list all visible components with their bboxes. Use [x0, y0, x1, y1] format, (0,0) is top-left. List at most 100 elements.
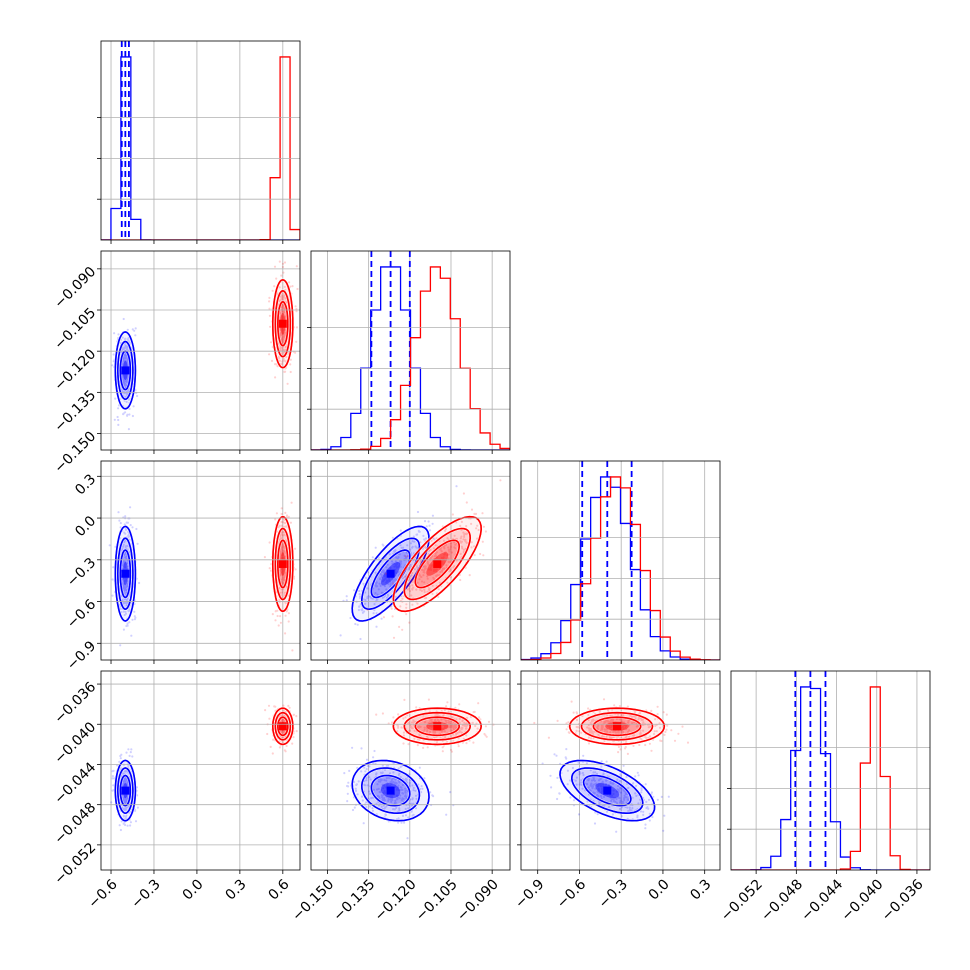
x-tick-label: −0.090: [454, 876, 502, 924]
x-tick-label: −0.3: [596, 876, 631, 911]
panel-3-1: −0.150−0.135−0.120−0.105−0.090: [289, 670, 511, 924]
panel-plot-area: [533, 698, 690, 833]
contour-line: [276, 716, 289, 737]
contour-line: [114, 331, 137, 410]
panel-plot-area: [521, 461, 720, 660]
x-tick-label: −0.044: [798, 876, 846, 924]
contour-line: [592, 716, 642, 737]
contour-line: [370, 774, 411, 807]
y-tick-label: −0.105: [51, 305, 99, 353]
contour-line: [568, 707, 666, 746]
density-peak: [603, 786, 612, 795]
contour-line: [119, 350, 132, 391]
contour-line: [582, 774, 632, 807]
y-tick-label: 0.3: [72, 471, 99, 498]
panel-3-0: −0.6 −0.3 0.0 0.3 0.6 −0.052−0.048−0.044−0.04…: [51, 670, 301, 912]
density-peak: [121, 569, 130, 578]
y-tick-label: −0.135: [51, 387, 99, 435]
contour-line: [271, 707, 294, 746]
panel-2-2: [517, 460, 721, 664]
panel-frame: [310, 250, 511, 451]
x-tick-label: −0.6: [85, 876, 120, 911]
x-tick-label: −0.3: [128, 876, 163, 911]
x-tick-label: 0.0: [180, 876, 207, 903]
x-tick-label: −0.048: [758, 876, 806, 924]
contour-line: [392, 515, 483, 613]
x-tick-label: −0.120: [372, 876, 420, 924]
contour-line: [276, 300, 289, 347]
x-tick-label: 0.3: [687, 876, 714, 903]
panel-plot-area: [339, 479, 502, 641]
panel-frame: [100, 460, 301, 661]
y-tick-label: −0.048: [51, 800, 99, 848]
contour-line: [274, 711, 292, 741]
contour-line: [274, 527, 292, 601]
contour-line: [392, 707, 483, 746]
y-tick-label: −0.6: [64, 596, 99, 631]
y-tick-label: −0.9: [64, 638, 99, 673]
panel-0-0: [97, 40, 301, 244]
histogram-blue: [731, 686, 930, 870]
panel-1-0: −0.150−0.135−0.120−0.105−0.090: [51, 250, 301, 477]
contour-line: [580, 711, 654, 741]
contour-line: [276, 539, 289, 589]
x-tick-label: −0.9: [512, 876, 547, 911]
y-tick-label: 0.0: [72, 513, 99, 540]
x-tick-label: −0.150: [289, 876, 337, 924]
panel-1-1: [307, 250, 511, 454]
y-tick-label: −0.044: [51, 759, 99, 807]
panel-frame: [100, 40, 301, 241]
contour-line: [116, 537, 134, 611]
contour-line: [116, 340, 134, 401]
y-tick-label: −0.3: [64, 555, 99, 590]
panel-plot-area: [343, 698, 495, 840]
y-tick-label: −0.090: [51, 264, 99, 312]
x-tick-label: 0.3: [223, 876, 250, 903]
density-peak: [386, 786, 395, 795]
panel-plot-area: [731, 671, 930, 870]
density-peak: [433, 722, 442, 731]
panel-plot-area: [101, 41, 300, 240]
density-peak: [278, 319, 287, 328]
density-peak: [278, 559, 287, 568]
panel-plot-area: [311, 251, 510, 450]
density-peak: [278, 722, 287, 731]
contour-line: [274, 289, 292, 358]
density-peak: [433, 559, 442, 568]
contour-line: [403, 711, 472, 741]
density-peak: [613, 722, 622, 731]
histogram-blue: [521, 476, 720, 660]
y-tick-label: −0.120: [51, 346, 99, 394]
panel-frame: [310, 460, 511, 661]
histogram-red: [101, 56, 300, 240]
contour-line: [114, 525, 137, 622]
y-tick-label: −0.036: [51, 679, 99, 727]
y-tick-label: −0.052: [51, 840, 99, 888]
contour-line: [119, 774, 132, 807]
contour-line: [414, 716, 461, 737]
density-peak: [386, 569, 395, 578]
contour-line: [119, 549, 132, 599]
y-tick-label: −0.150: [51, 429, 99, 477]
panel-2-1: [307, 460, 511, 664]
panel-2-0: −0.9 −0.6 −0.3 0.0 0.3: [64, 460, 301, 674]
panel-plot-area: [111, 260, 299, 431]
panel-plot-area: [108, 501, 297, 652]
x-tick-label: −0.6: [554, 876, 589, 911]
x-tick-label: 0.0: [646, 876, 673, 903]
x-tick-label: −0.052: [718, 876, 766, 924]
contour-line: [403, 527, 472, 601]
histogram-red: [521, 476, 720, 660]
density-peak: [121, 366, 130, 375]
density-peak: [121, 786, 130, 795]
x-tick-label: −0.036: [879, 876, 927, 924]
x-tick-label: −0.105: [413, 876, 461, 924]
histogram-blue: [101, 56, 300, 240]
panel-frame: [100, 250, 301, 451]
panel-frame: [520, 460, 721, 661]
panel-frame: [520, 670, 721, 871]
panel-frame: [730, 670, 931, 871]
panel-3-2: −0.9 −0.6 −0.3 0.0 0.3: [512, 670, 721, 912]
x-tick-label: −0.040: [839, 876, 887, 924]
